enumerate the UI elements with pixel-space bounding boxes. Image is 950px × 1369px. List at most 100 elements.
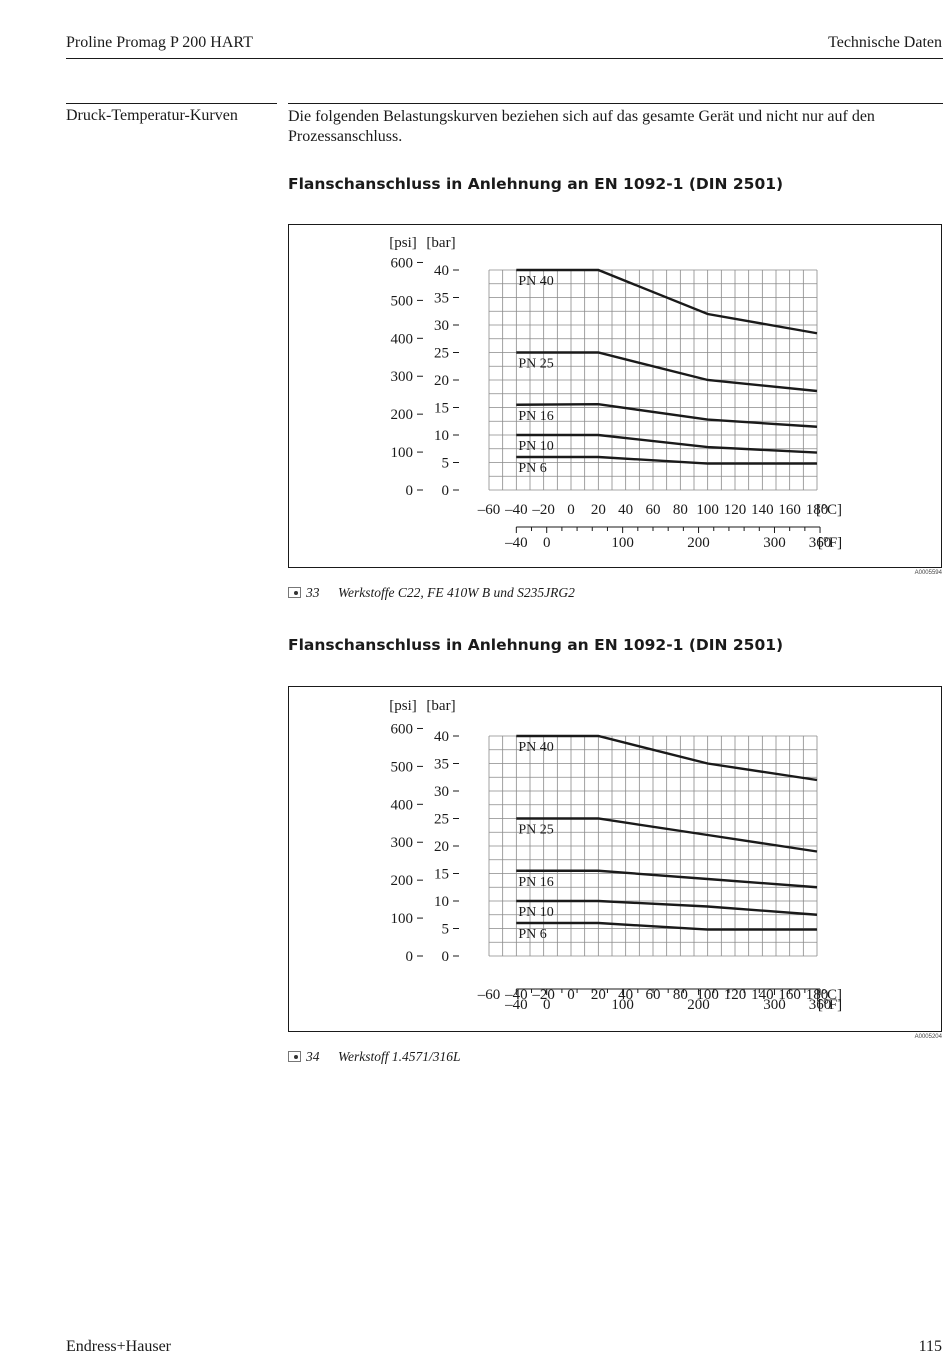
figure-2-caption-text: Werkstoff 1.4571/316L bbox=[338, 1049, 461, 1064]
bar-tick-label: 0 bbox=[442, 949, 450, 965]
figure-2-title: Flanschanschluss in Anlehnung an EN 1092… bbox=[288, 636, 784, 654]
series-label: PN 40 bbox=[518, 740, 553, 755]
figure-2-number: 34 bbox=[306, 1049, 320, 1064]
psi-tick-label: 600 bbox=[391, 255, 414, 271]
psi-tick-label: 600 bbox=[391, 721, 414, 737]
main-rule bbox=[288, 103, 943, 104]
psi-tick-label: 400 bbox=[391, 797, 414, 813]
celsius-tick-label: –20 bbox=[531, 502, 555, 518]
bar-tick-label: 10 bbox=[434, 894, 449, 910]
celsius-tick-label: 180 bbox=[806, 987, 829, 1003]
celsius-tick-label: 0 bbox=[567, 987, 575, 1003]
fahrenheit-tick-label: 100 bbox=[611, 535, 634, 551]
psi-axis-label: [psi] bbox=[389, 698, 417, 714]
intro-paragraph: Die folgenden Belastungskurven beziehen … bbox=[288, 108, 875, 145]
bar-tick-label: 20 bbox=[434, 839, 449, 855]
figure-1-title: Flanschanschluss in Anlehnung an EN 1092… bbox=[288, 175, 784, 193]
series-label: PN 6 bbox=[518, 927, 546, 942]
section-side-label: Druck-Temperatur-Kurven bbox=[66, 107, 238, 124]
bar-tick-label: 40 bbox=[434, 729, 449, 745]
fahrenheit-tick-label: 0 bbox=[543, 535, 551, 551]
chart-1: [psi] [bar]051015202530354001002003004005… bbox=[389, 235, 842, 551]
fahrenheit-tick-label: 360 bbox=[809, 535, 832, 551]
psi-tick-label: 0 bbox=[406, 483, 414, 499]
celsius-axis-label: [°C] bbox=[816, 987, 842, 1003]
series-line-pn16 bbox=[516, 402, 818, 428]
chart-1-frame: [psi] [bar] 0 5 10 15 20 25 30 35 40 0 100 200 300 400 5… bbox=[288, 224, 942, 568]
series-line-pn40 bbox=[516, 734, 818, 782]
celsius-tick-label: –40 bbox=[504, 987, 528, 1003]
psi-tick-label: 100 bbox=[391, 445, 414, 461]
fahrenheit-tick-label: 360 bbox=[809, 997, 832, 1013]
fahrenheit-axis-label: [°F] bbox=[818, 535, 842, 551]
celsius-tick-label: 60 bbox=[646, 502, 661, 518]
celsius-tick-label: 120 bbox=[724, 502, 747, 518]
celsius-tick-label: 20 bbox=[591, 502, 606, 518]
fahrenheit-tick-label: 300 bbox=[763, 997, 786, 1013]
figure-icon bbox=[288, 587, 301, 598]
celsius-tick-label: –60 bbox=[477, 987, 501, 1003]
figure-2-code: A0005204 bbox=[914, 1034, 942, 1040]
celsius-tick-label: –20 bbox=[531, 987, 555, 1003]
series-line-pn6 bbox=[516, 455, 817, 465]
series-label: PN 25 bbox=[518, 823, 553, 838]
bar-tick-label: 30 bbox=[434, 784, 449, 800]
series-line-pn40 bbox=[516, 268, 818, 335]
fahrenheit-axis-label: [°F] bbox=[818, 997, 842, 1013]
series-line-pn25 bbox=[516, 817, 818, 853]
bar-tick-label: 35 bbox=[434, 291, 449, 307]
celsius-tick-label: 80 bbox=[673, 987, 688, 1003]
fahrenheit-tick-label: 0 bbox=[543, 997, 551, 1013]
bar-tick-label: 20 bbox=[434, 373, 449, 389]
figure-1-caption: 33 Werkstoffe C22, FE 410W B und S235JRG2 bbox=[288, 585, 575, 601]
figure-icon bbox=[288, 1051, 301, 1062]
bar-tick-label: 15 bbox=[434, 867, 449, 883]
figure-2-caption: 34 Werkstoff 1.4571/316L bbox=[288, 1049, 461, 1065]
celsius-tick-label: –40 bbox=[504, 502, 528, 518]
series-line-pn25 bbox=[516, 351, 818, 393]
bar-axis-label: [bar] bbox=[426, 698, 455, 714]
celsius-tick-label: 0 bbox=[567, 502, 575, 518]
fahrenheit-tick-label: 200 bbox=[687, 997, 710, 1013]
header-rule bbox=[66, 58, 943, 59]
celsius-tick-label: 160 bbox=[778, 987, 801, 1003]
fahrenheit-tick-label: –40 bbox=[504, 535, 528, 551]
celsius-tick-label: 80 bbox=[673, 502, 688, 518]
celsius-tick-label: 100 bbox=[696, 502, 719, 518]
chart-2: [psi] [bar]051015202530354001002003004005… bbox=[389, 698, 842, 1013]
bar-tick-label: 10 bbox=[434, 428, 449, 444]
psi-tick-label: 300 bbox=[391, 835, 414, 851]
celsius-tick-label: –60 bbox=[477, 502, 501, 518]
figure-1-number: 33 bbox=[306, 585, 320, 600]
bar-tick-label: 25 bbox=[434, 812, 449, 828]
celsius-tick-label: 60 bbox=[646, 987, 661, 1003]
series-line-pn16 bbox=[516, 869, 818, 889]
series-label: PN 16 bbox=[518, 409, 553, 424]
series-label: PN 10 bbox=[518, 905, 553, 920]
figure-1-caption-text: Werkstoffe C22, FE 410W B und S235JRG2 bbox=[338, 585, 575, 600]
psi-tick-label: 200 bbox=[391, 407, 414, 423]
bar-tick-label: 40 bbox=[434, 263, 449, 279]
side-rule bbox=[66, 103, 277, 104]
footer-brand: Endress+Hauser bbox=[66, 1338, 171, 1355]
psi-tick-label: 0 bbox=[406, 949, 414, 965]
celsius-tick-label: 140 bbox=[751, 502, 774, 518]
celsius-tick-label: 40 bbox=[618, 987, 633, 1003]
bar-tick-label: 15 bbox=[434, 401, 449, 417]
bar-tick-label: 5 bbox=[442, 456, 450, 472]
bar-tick-label: 0 bbox=[442, 483, 450, 499]
psi-tick-label: 200 bbox=[391, 873, 414, 889]
series-line-pn10 bbox=[516, 899, 818, 916]
chart-2-frame: [psi] [bar] 0 5 10 15 20 25 30 35 40 0 100 200 300 400 5… bbox=[288, 686, 942, 1032]
bar-tick-label: 25 bbox=[434, 346, 449, 362]
series-label: PN 40 bbox=[518, 274, 553, 289]
celsius-tick-label: 180 bbox=[806, 502, 829, 518]
psi-tick-label: 300 bbox=[391, 369, 414, 385]
header-section-title: Technische Daten bbox=[828, 34, 942, 51]
bar-axis-label: [bar] bbox=[426, 235, 455, 251]
celsius-axis-label: [°C] bbox=[816, 502, 842, 518]
bar-tick-label: 5 bbox=[442, 922, 450, 938]
bar-tick-label: 35 bbox=[434, 757, 449, 773]
series-label: PN 16 bbox=[518, 875, 553, 890]
psi-tick-label: 400 bbox=[391, 331, 414, 347]
